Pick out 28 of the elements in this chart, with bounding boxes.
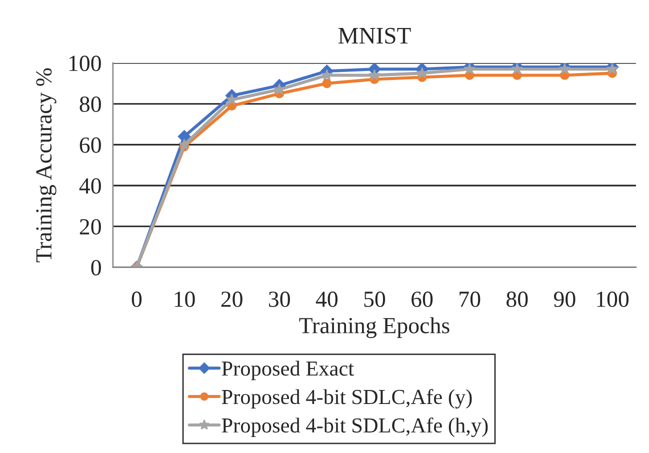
x-tick-label: 100 xyxy=(597,292,629,308)
point xyxy=(368,69,380,80)
x-tick-label: 90 xyxy=(554,292,576,308)
legend-label: Proposed 4-bit SDLC,Afe (h,y) xyxy=(222,417,488,438)
legend-label: Proposed Exact xyxy=(222,360,354,380)
x-tick-label: 10 xyxy=(174,292,195,308)
x-tick-label: 70 xyxy=(460,292,480,308)
point xyxy=(178,138,190,150)
x-tick-label: 40 xyxy=(316,292,338,308)
y-tick-label: 0 xyxy=(91,260,101,276)
x-tick-label: 60 xyxy=(412,292,433,308)
y-tick-label: 20 xyxy=(80,219,101,235)
point xyxy=(322,78,332,88)
y-tick-label: 100 xyxy=(69,56,101,72)
x-tick-label: 20 xyxy=(221,292,242,308)
legend-label: Proposed 4-bit SDLC,Afe (y) xyxy=(222,389,472,409)
x-tick-label: 80 xyxy=(506,292,528,308)
x-tick-label: 0 xyxy=(132,292,142,308)
y-axis-title: Training Accuracy % xyxy=(36,68,56,262)
point xyxy=(416,67,428,78)
x-axis-title: Training Epochs xyxy=(299,317,450,338)
y-tick-label: 60 xyxy=(80,137,101,153)
x-tick-label: 30 xyxy=(269,292,290,308)
x-tick-label: 50 xyxy=(364,292,386,308)
point xyxy=(321,69,333,80)
chart-title: MNIST xyxy=(338,28,411,44)
y-tick-label: 40 xyxy=(79,178,101,194)
y-tick-label: 80 xyxy=(80,96,101,112)
